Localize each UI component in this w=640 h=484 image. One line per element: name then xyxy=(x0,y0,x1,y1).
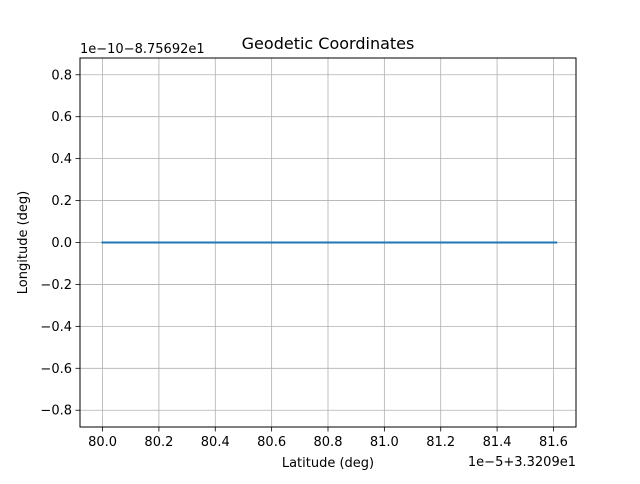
y-tick-label: −0.8 xyxy=(40,404,72,419)
y-tick-label: −0.4 xyxy=(40,320,72,335)
x-axis-ticks: 80.0 80.2 80.4 80.6 80.8 81.0 81.2 81.4 81.6 xyxy=(88,427,568,450)
y-tick-label: −0.6 xyxy=(40,362,72,377)
x-tick-label: 80.6 xyxy=(257,435,286,450)
y-tick-label: 0.4 xyxy=(51,152,72,167)
y-axis-label: Longitude (deg) xyxy=(16,191,31,294)
y-tick-label: 0.6 xyxy=(51,110,72,125)
x-tick-label: 81.0 xyxy=(370,435,399,450)
y-tick-label: −0.2 xyxy=(40,278,72,293)
y-tick-label: 0.2 xyxy=(51,194,72,209)
x-tick-label: 81.2 xyxy=(426,435,455,450)
y-tick-label: 0.0 xyxy=(51,236,72,251)
x-tick-label: 80.0 xyxy=(88,435,117,450)
x-axis-label: Latitude (deg) xyxy=(282,456,374,471)
x-tick-label: 81.4 xyxy=(483,435,512,450)
x-tick-label: 80.8 xyxy=(314,435,343,450)
x-tick-label: 80.4 xyxy=(201,435,230,450)
chart-title: Geodetic Coordinates xyxy=(242,34,415,53)
x-tick-label: 81.6 xyxy=(539,435,568,450)
y-axis-offset-text: 1e−10−8.75692e1 xyxy=(80,42,205,57)
y-axis-ticks: −0.8 −0.6 −0.4 −0.2 0.0 0.2 0.4 0.6 0.8 xyxy=(40,68,80,419)
x-tick-label: 80.2 xyxy=(144,435,173,450)
y-tick-label: 0.8 xyxy=(51,68,72,83)
x-axis-offset-text: 1e−5+3.3209e1 xyxy=(468,455,576,470)
